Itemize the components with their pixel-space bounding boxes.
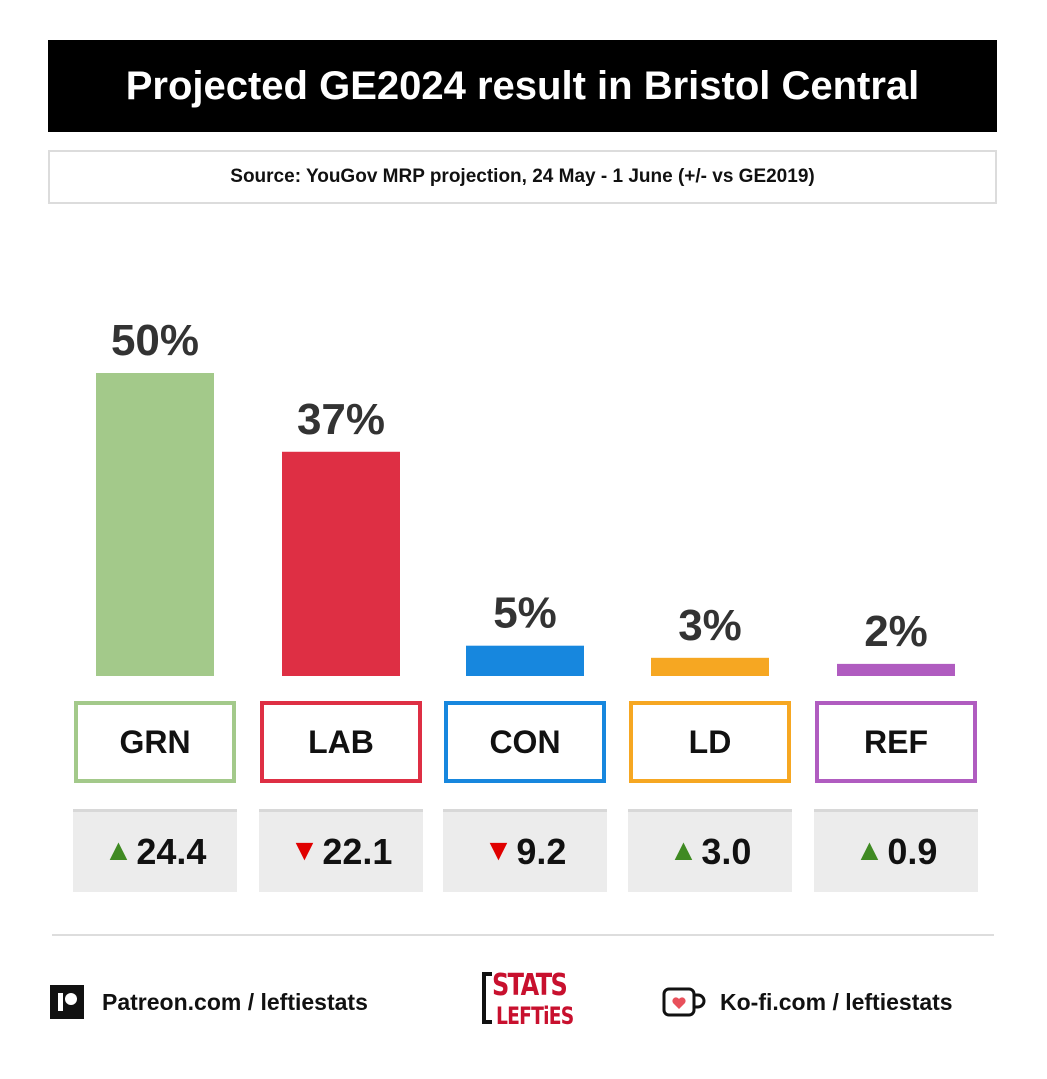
logo-lefties-text: LEFTiES	[496, 1002, 574, 1030]
value-label-ld: 3%	[678, 601, 742, 650]
party-label-lab: LAB	[260, 701, 422, 783]
change-value: 9.2	[516, 831, 567, 872]
party-label-ref: REF	[815, 701, 977, 783]
party-label-ld: LD	[629, 701, 791, 783]
change-label-grn: ▲ 24.4	[73, 809, 237, 892]
chart-title: Projected GE2024 result in Bristol Centr…	[48, 40, 997, 132]
value-label-lab: 37%	[297, 395, 385, 444]
change-value: 22.1	[322, 831, 393, 872]
change-label-lab: ▼ 22.1	[259, 809, 423, 892]
patreon-label: Patreon.com / leftiestats	[102, 988, 368, 1015]
party-label-con: CON	[444, 701, 606, 783]
kofi-link[interactable]: Ko-fi.com / leftiestats	[662, 982, 953, 1022]
logo-stats-text: STATS	[492, 968, 568, 1003]
up-triangle-icon: ▲	[668, 834, 699, 867]
change-value: 3.0	[701, 831, 752, 872]
change-label-con: ▼ 9.2	[443, 809, 607, 892]
kofi-cup-icon	[662, 987, 706, 1017]
bar-chart: 50% 37% 5% 3% 2%	[96, 316, 955, 676]
up-triangle-icon: ▲	[103, 834, 134, 867]
bar-lab	[282, 451, 400, 676]
source-note: Source: YouGov MRP projection, 24 May - …	[48, 150, 997, 204]
stats-for-lefties-logo: STATS LEFTiES	[480, 968, 574, 1032]
value-label-ref: 2%	[864, 607, 928, 656]
bar-ref	[837, 663, 955, 676]
value-label-grn: 50%	[111, 316, 199, 365]
patreon-icon	[50, 985, 84, 1019]
up-triangle-icon: ▲	[854, 834, 885, 867]
kofi-label: Ko-fi.com / leftiestats	[720, 988, 953, 1015]
change-value: 0.9	[887, 831, 938, 872]
value-label-con: 5%	[493, 589, 557, 638]
down-triangle-icon: ▼	[289, 834, 320, 867]
down-triangle-icon: ▼	[483, 834, 514, 867]
bar-ld	[651, 657, 769, 676]
change-label-ld: ▲ 3.0	[628, 809, 792, 892]
bar-grn	[96, 373, 214, 676]
bar-con	[466, 645, 584, 676]
divider	[52, 934, 994, 936]
party-label-grn: GRN	[74, 701, 236, 783]
patreon-link[interactable]: Patreon.com / leftiestats	[50, 982, 368, 1022]
change-label-ref: ▲ 0.9	[814, 809, 978, 892]
change-value: 24.4	[136, 831, 207, 872]
